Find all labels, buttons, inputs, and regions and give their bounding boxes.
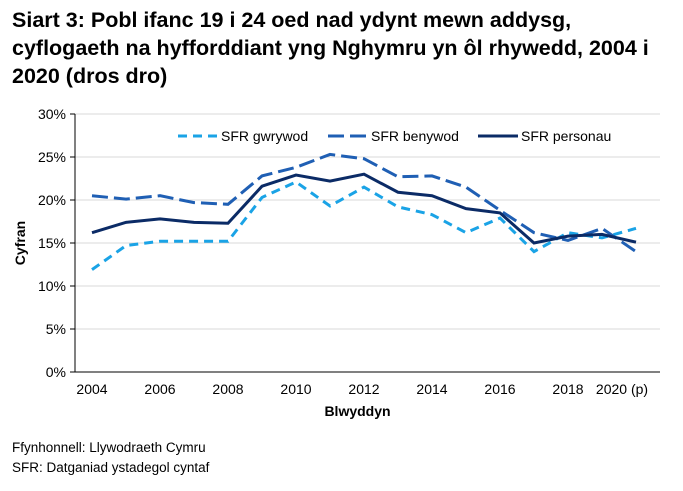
y-tick-label: 5% (46, 321, 66, 337)
x-tick-label: 2010 (280, 381, 311, 397)
y-tick-label: 20% (38, 192, 66, 208)
y-axis-title: Cyfran (12, 221, 28, 265)
y-tick-label: 10% (38, 278, 66, 294)
abbreviation-note: SFR: Datganiad ystadegol cyntaf (12, 460, 210, 475)
y-tick-label: 0% (46, 364, 66, 380)
y-tick-label: 30% (38, 106, 66, 122)
series-line-0 (91, 180, 637, 271)
x-tick-label: 2004 (76, 381, 107, 397)
series-line-1 (91, 152, 637, 253)
x-tick-label: 2020 (p) (596, 381, 648, 397)
x-axis-title: Blwyddyn (324, 403, 390, 419)
y-tick-label: 25% (38, 149, 66, 165)
x-tick-label: 2018 (552, 381, 583, 397)
chart-title: Siart 3: Pobl ifanc 19 i 24 oed nad ydyn… (12, 8, 649, 88)
x-tick-label: 2016 (484, 381, 515, 397)
x-tick-label: 2014 (416, 381, 447, 397)
x-tick-label: 2006 (144, 381, 175, 397)
legend-label: SFR gwrywod (221, 128, 308, 144)
y-tick-label: 15% (38, 235, 66, 251)
legend-label: SFR benywod (371, 128, 459, 144)
x-tick-label: 2012 (348, 381, 379, 397)
x-tick-label: 2008 (212, 381, 243, 397)
series-line-2 (91, 172, 637, 245)
legend-label: SFR personau (521, 128, 611, 144)
source-note: Ffynhonnell: Llywodraeth Cymru (12, 440, 206, 455)
